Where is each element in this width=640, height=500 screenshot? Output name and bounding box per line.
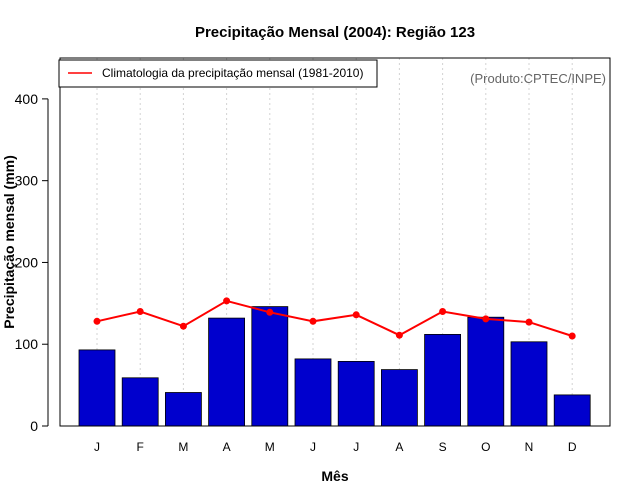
x-tick-label-7: A (395, 440, 403, 454)
x-tick-label-1: F (137, 440, 144, 454)
x-tick-label-4: M (265, 440, 275, 454)
bar-j-0 (78, 349, 116, 427)
bar-j-6 (337, 360, 375, 427)
climatology-point-10 (525, 318, 533, 326)
x-tick-label-3: A (223, 440, 231, 454)
bar-j-5 (294, 358, 332, 427)
x-tick-label-9: O (481, 440, 490, 454)
bar-a-7 (380, 369, 418, 427)
climatology-point-11 (568, 332, 576, 340)
bar-m-4 (251, 306, 289, 427)
climatology-point-9 (482, 315, 490, 323)
climatology-point-6 (352, 311, 360, 319)
x-tick-label-0: J (94, 440, 100, 454)
climatology-point-8 (439, 308, 447, 315)
y-tick-label-300: 300 (15, 173, 39, 189)
climatology-point-2 (179, 322, 187, 330)
climatology-point-3 (223, 297, 231, 305)
bar-d-11 (553, 394, 591, 427)
credit-text: (Produto:CPTEC/INPE) (470, 71, 606, 86)
x-tick-label-2: M (178, 440, 188, 454)
climatology-series (93, 297, 576, 340)
chart-title: Precipitação Mensal (2004): Região 123 (195, 24, 475, 41)
x-tick-label-6: J (353, 440, 359, 454)
x-tick-label-8: S (439, 440, 447, 454)
y-axis-label: Precipitação mensal (mm) (1, 155, 17, 329)
bar-o-9 (467, 316, 505, 427)
climatology-point-5 (309, 317, 317, 325)
bar-f-1 (121, 377, 159, 427)
plot-frame (59, 57, 611, 427)
x-axis-label: Mês (321, 468, 348, 484)
legend-entry-climatology: Climatologia da precipitação mensal (198… (102, 66, 363, 80)
climatology-point-0 (93, 317, 101, 325)
bar-n-10 (510, 341, 548, 427)
legend-box (58, 59, 378, 88)
bar-a-3 (208, 317, 246, 427)
y-tick-label-100: 100 (15, 336, 39, 352)
climatology-line (96, 299, 573, 337)
bar-m-2 (164, 392, 202, 427)
legend: Climatologia da precipitação mensal (198… (58, 59, 378, 88)
y-tick-label-0: 0 (30, 418, 38, 434)
y-tick-label-200: 200 (15, 254, 39, 270)
x-tick-label-10: N (525, 440, 534, 454)
x-tick-label-5: J (310, 440, 316, 454)
x-tick-label-11: D (568, 440, 577, 454)
y-tick-label-400: 400 (15, 91, 39, 107)
climatology-point-4 (266, 308, 274, 316)
y-axis: 0 100 200 300 400 (15, 91, 49, 434)
bar-s-8 (424, 333, 462, 427)
climatology-point-7 (395, 331, 403, 339)
climatology-point-1 (136, 308, 144, 315)
bar-series (78, 306, 591, 427)
